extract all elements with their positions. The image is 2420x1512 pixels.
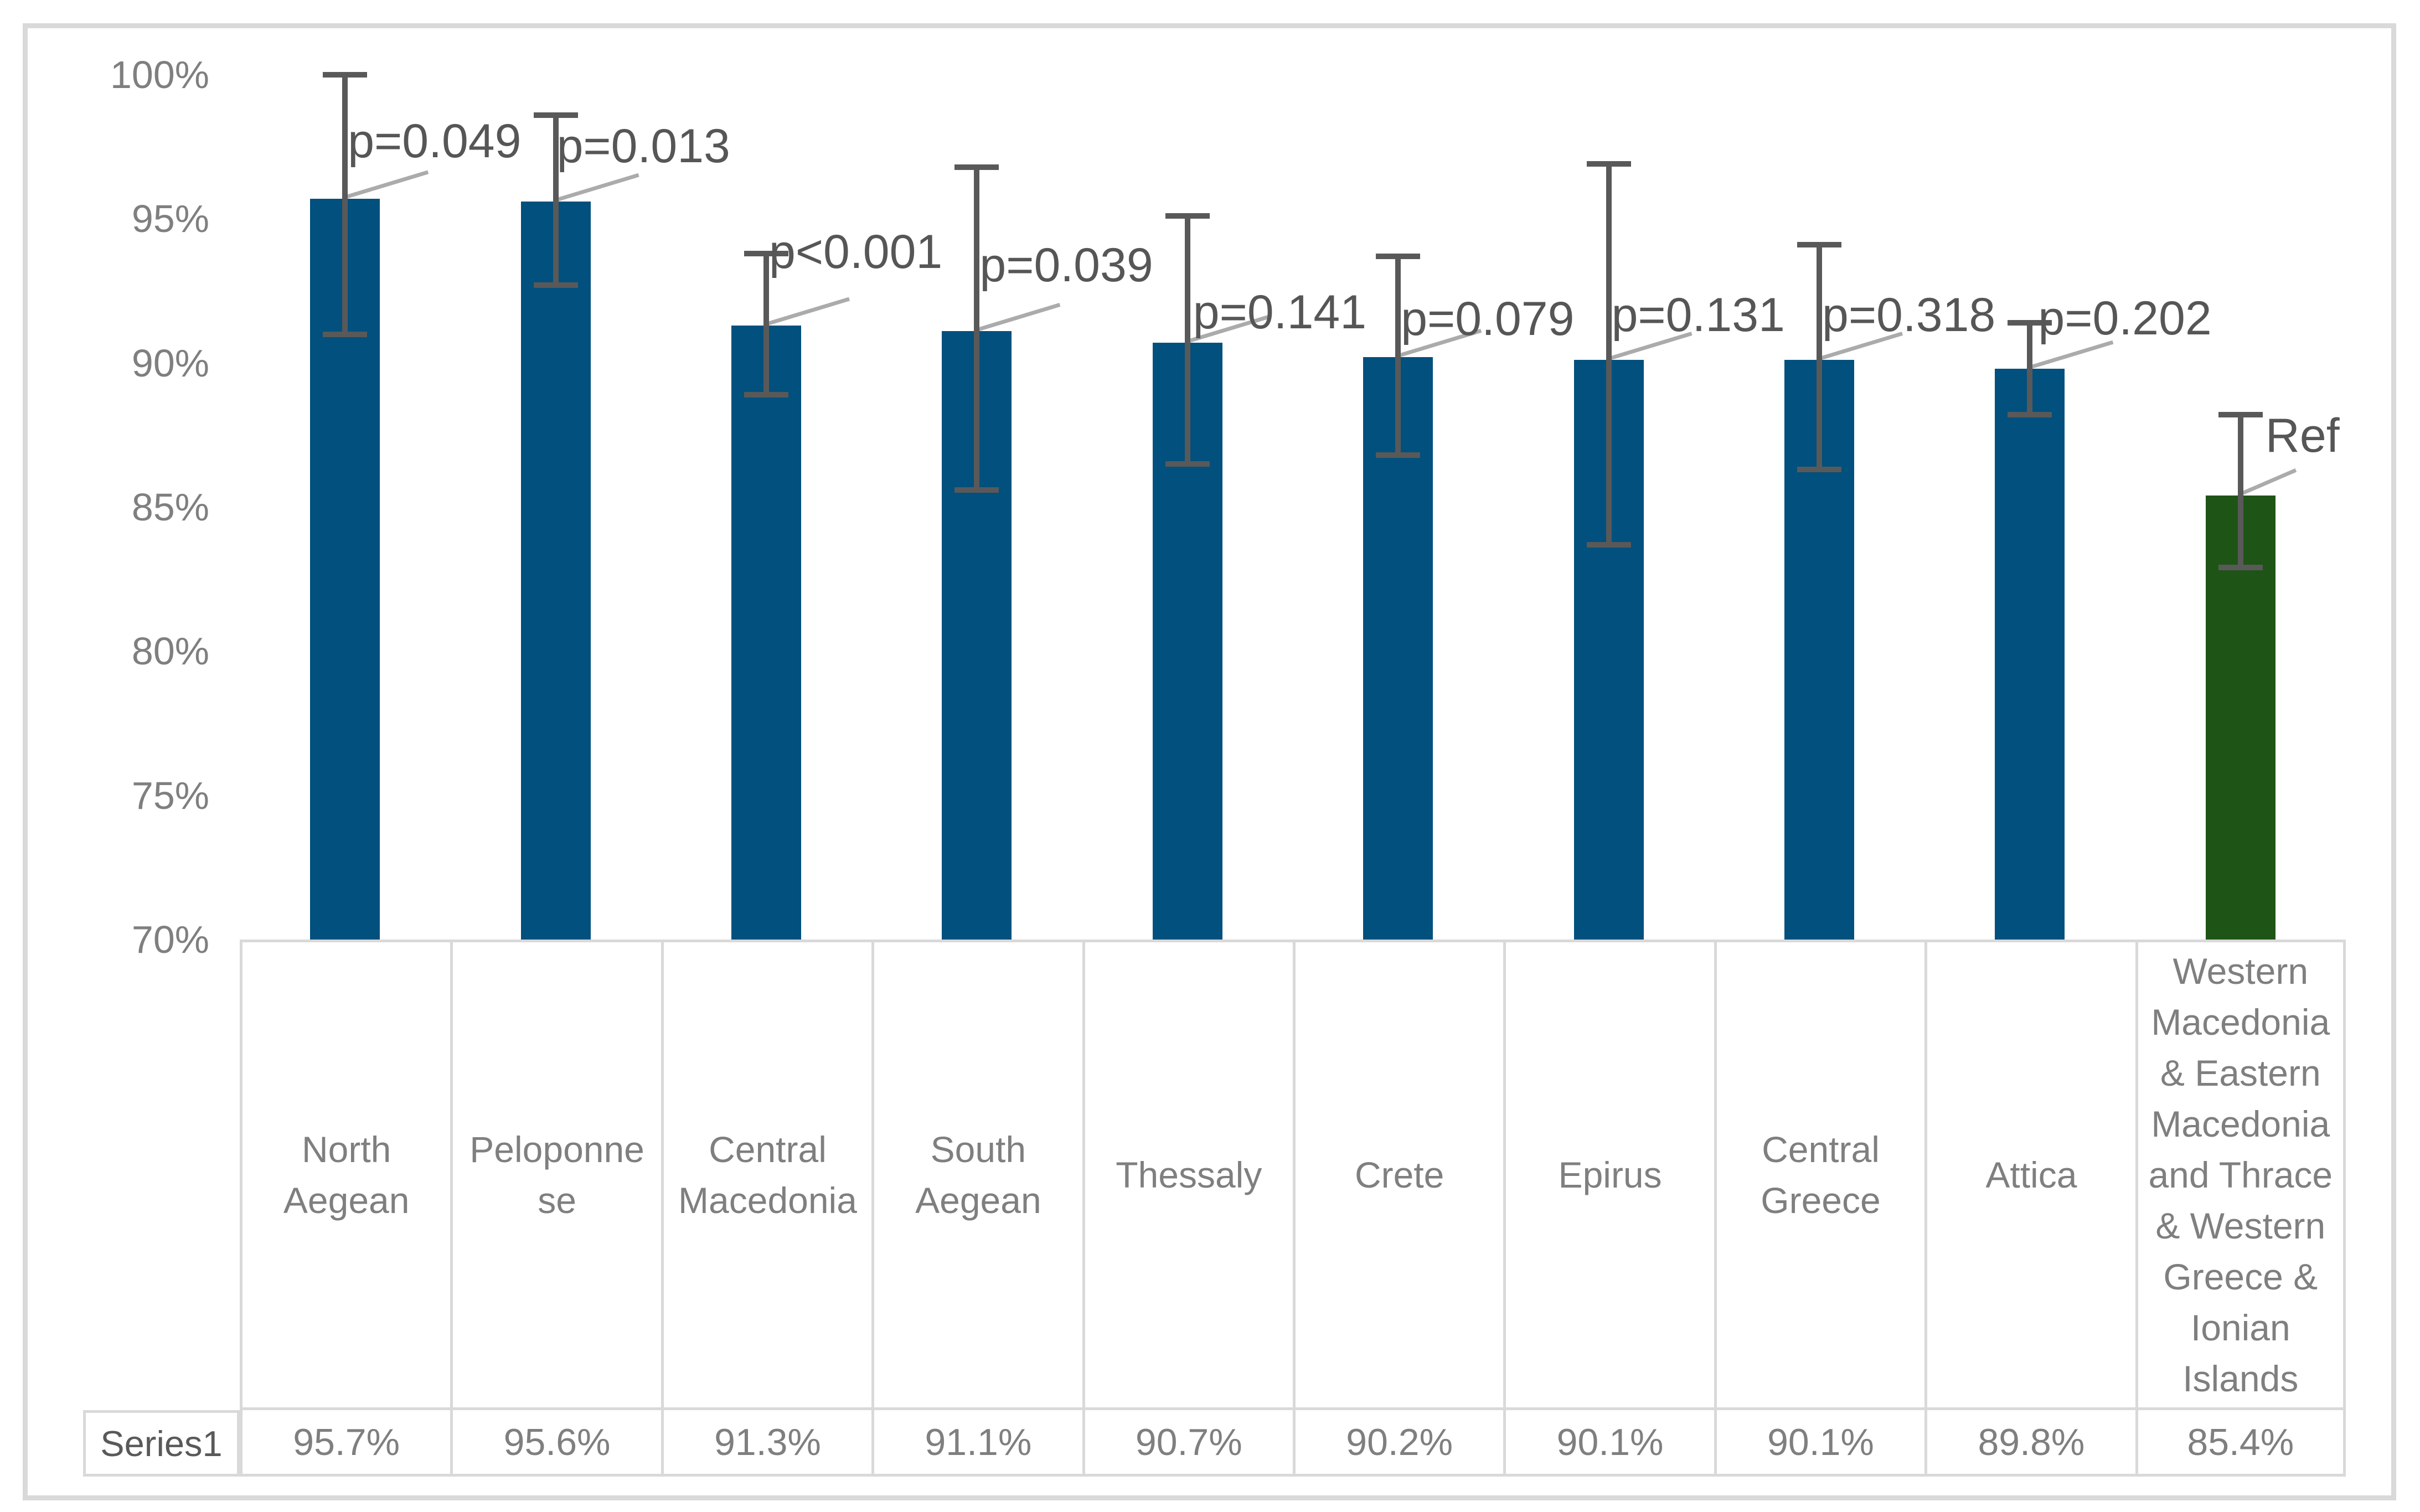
error-bar-cap — [1797, 242, 1841, 248]
category-label: Thessaly — [1116, 1154, 1262, 1195]
y-axis-tick-label: 75% — [131, 773, 209, 817]
error-bar-cap — [1376, 254, 1421, 259]
p-value-label: Ref — [2265, 409, 2340, 463]
p-value-label: p=0.202 — [2038, 292, 2212, 345]
y-axis-tick-label: 70% — [131, 918, 209, 961]
error-bar-cap — [533, 282, 578, 288]
p-value-label: p=0.141 — [1193, 286, 1367, 339]
y-axis-tick-label: 80% — [131, 629, 209, 673]
error-bar-cap — [2008, 412, 2052, 418]
p-value-label: p=0.013 — [556, 120, 730, 173]
category-header-cell: Peloponne se — [450, 940, 661, 1410]
value-cell: 91.1% — [871, 1410, 1082, 1477]
leader-line — [343, 170, 429, 200]
error-bar — [342, 74, 348, 334]
error-bar-cap — [1165, 213, 1210, 219]
error-bar-cap — [2008, 319, 2052, 326]
y-axis-tick-label: 85% — [131, 485, 209, 529]
value-cell: 90.1% — [1503, 1410, 1714, 1477]
error-bar — [1817, 245, 1822, 470]
value-cell: 85.4% — [2135, 1410, 2346, 1477]
category-label: Crete — [1355, 1154, 1444, 1195]
p-value-label: p=0.318 — [1822, 288, 1996, 342]
error-bar-cap — [1797, 467, 1841, 473]
p-value-label: p<0.001 — [769, 225, 943, 278]
value-cell: 95.6% — [450, 1410, 661, 1477]
category-header-cell: Thessaly — [1082, 940, 1293, 1410]
error-bar-cap — [2218, 565, 2263, 571]
leader-line — [764, 297, 850, 327]
p-value-label: p=0.049 — [348, 114, 522, 168]
error-bar — [974, 167, 980, 490]
leader-line — [975, 303, 1061, 332]
error-bar-cap — [1376, 452, 1421, 458]
error-bar — [553, 115, 559, 286]
error-bar — [1184, 216, 1190, 464]
leader-line — [2028, 340, 2114, 370]
p-value-label: p=0.079 — [1401, 292, 1575, 346]
error-bar-cap — [954, 164, 999, 170]
y-axis-tick-label: 95% — [131, 197, 209, 241]
leader-line — [554, 173, 639, 203]
error-bar — [763, 253, 769, 395]
category-header-cell: Central Greece — [1714, 940, 1925, 1410]
bar — [731, 325, 801, 940]
series-name-cell: Series1 — [83, 1410, 240, 1477]
error-bar-cap — [744, 250, 788, 256]
leader-line — [2238, 468, 2297, 497]
error-bar-cap — [1586, 161, 1631, 167]
leader-line — [1185, 314, 1271, 344]
leader-line — [1817, 332, 1903, 361]
error-bar — [1395, 256, 1401, 456]
bar — [520, 202, 591, 940]
category-header-cell: Central Macedonia — [661, 940, 872, 1410]
category-label: North Aegean — [283, 1129, 410, 1221]
error-bar — [2027, 322, 2033, 415]
category-header-cell: Crete — [1293, 940, 1504, 1410]
category-label: Peloponne se — [469, 1129, 644, 1221]
category-label: Epirus — [1558, 1154, 1662, 1195]
value-cell: 91.3% — [661, 1410, 872, 1477]
error-bar — [2237, 415, 2243, 568]
category-header-cell: Epirus — [1503, 940, 1714, 1410]
category-header-cell: South Aegean — [871, 940, 1082, 1410]
category-label: Central Macedonia — [678, 1129, 857, 1221]
y-axis-tick-label: 100% — [110, 53, 209, 96]
error-bar-cap — [1165, 461, 1210, 467]
error-bar-cap — [954, 487, 999, 493]
category-header-cell: Attica — [1924, 940, 2135, 1410]
bar — [1995, 369, 2065, 940]
category-label: South Aegean — [915, 1129, 1041, 1221]
error-bar-cap — [323, 331, 368, 337]
category-label: Central Greece — [1761, 1129, 1881, 1221]
value-cell: 90.7% — [1082, 1410, 1293, 1477]
value-cell: 95.7% — [240, 1410, 451, 1477]
value-cell: 89.8% — [1924, 1410, 2135, 1477]
error-bar — [1606, 164, 1612, 545]
leader-line — [1607, 332, 1693, 361]
y-axis-tick-label: 90% — [131, 341, 209, 385]
category-header-cell: North Aegean — [240, 940, 451, 1410]
category-label: Attica — [1985, 1154, 2077, 1195]
error-bar-cap — [323, 71, 368, 78]
error-bar-cap — [2218, 412, 2263, 418]
p-value-label: p=0.039 — [979, 239, 1153, 292]
p-value-label: p=0.131 — [1611, 288, 1785, 342]
leader-line — [1396, 328, 1482, 358]
value-cell: 90.2% — [1293, 1410, 1504, 1477]
category-label: Western Macedonia & Eastern Macedonia an… — [2148, 951, 2333, 1399]
category-header-cell: Western Macedonia & Eastern Macedonia an… — [2135, 940, 2346, 1410]
value-cell: 90.1% — [1714, 1410, 1925, 1477]
error-bar-cap — [1586, 541, 1631, 548]
error-bar-cap — [744, 391, 788, 398]
error-bar-cap — [533, 112, 578, 118]
